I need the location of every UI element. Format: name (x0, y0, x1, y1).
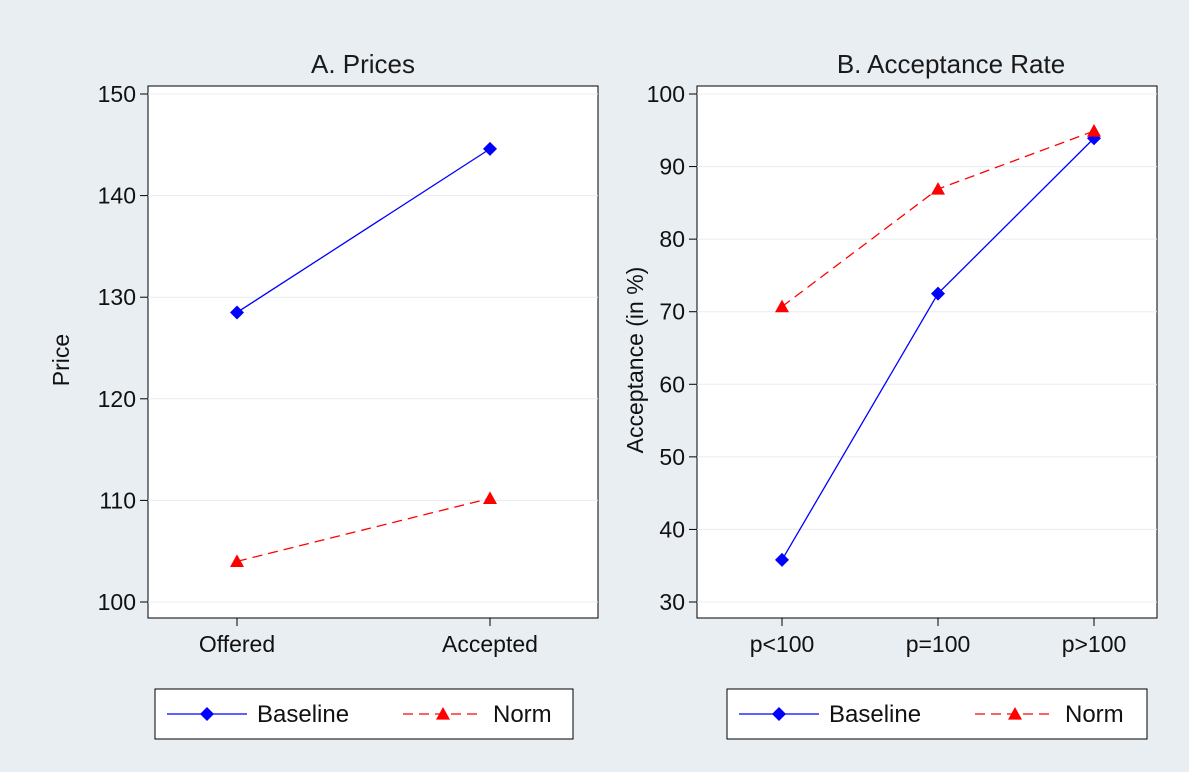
x-tick-label: Offered (199, 631, 275, 657)
series-line-norm (236, 497, 491, 562)
x-tick-label: p>100 (1062, 631, 1127, 657)
data-point-norm (931, 182, 945, 195)
data-point-norm (230, 554, 244, 567)
x-tick-label: p<100 (750, 631, 815, 657)
legend-label-baseline: Baseline (257, 701, 349, 728)
data-point-baseline (931, 286, 945, 301)
plot-area (147, 85, 599, 619)
plot-area (696, 85, 1158, 619)
y-tick-label: 150 (98, 81, 136, 107)
y-tick-label: 70 (659, 299, 685, 325)
y-axis-title: Price (48, 334, 74, 386)
data-point-norm (775, 299, 789, 313)
x-tick-label: Accepted (442, 631, 538, 657)
y-tick-label: 140 (98, 183, 136, 209)
y-tick-label: 40 (659, 516, 685, 542)
legend-marker-norm (1008, 707, 1022, 720)
y-tick-label: 60 (659, 371, 685, 397)
legend-marker-baseline (200, 707, 214, 721)
legend-marker-norm (436, 707, 450, 720)
x-tick-label: p=100 (906, 631, 971, 657)
legend-marker-baseline (772, 707, 786, 721)
y-tick-label: 100 (647, 81, 685, 107)
y-tick-label: 80 (659, 226, 685, 252)
y-tick-label: 100 (98, 589, 136, 615)
y-tick-label: 120 (98, 386, 136, 412)
data-point-norm (1087, 124, 1101, 137)
legend-label-norm: Norm (1065, 701, 1124, 728)
series-line-baseline (236, 148, 491, 313)
data-point-baseline (775, 552, 789, 567)
y-tick-label: 90 (659, 154, 685, 180)
y-axis-title: Acceptance (in %) (622, 267, 648, 454)
y-tick-label: 50 (659, 444, 685, 470)
legend: Baseline Norm (154, 688, 574, 740)
panel-title: A. Prices (311, 49, 415, 79)
data-point-baseline (483, 141, 497, 156)
y-tick-label: 110 (99, 487, 136, 513)
data-point-norm (483, 491, 497, 504)
legend: Baseline Norm (726, 688, 1148, 740)
y-tick-label: 130 (98, 284, 136, 310)
panel-acceptance-rate: 30 40 50 60 70 80 90 100 p<100 p=100 p>100 B. Accep… (622, 49, 1158, 740)
panel-prices: 100 110 120 130 140 150 Offered Accepted A. Pric… (48, 49, 599, 740)
y-tick-label: 30 (659, 589, 685, 615)
panel-title: B. Acceptance Rate (837, 49, 1065, 79)
data-point-baseline (230, 305, 244, 320)
legend-label-baseline: Baseline (829, 701, 921, 728)
legend-label-norm: Norm (493, 701, 552, 728)
